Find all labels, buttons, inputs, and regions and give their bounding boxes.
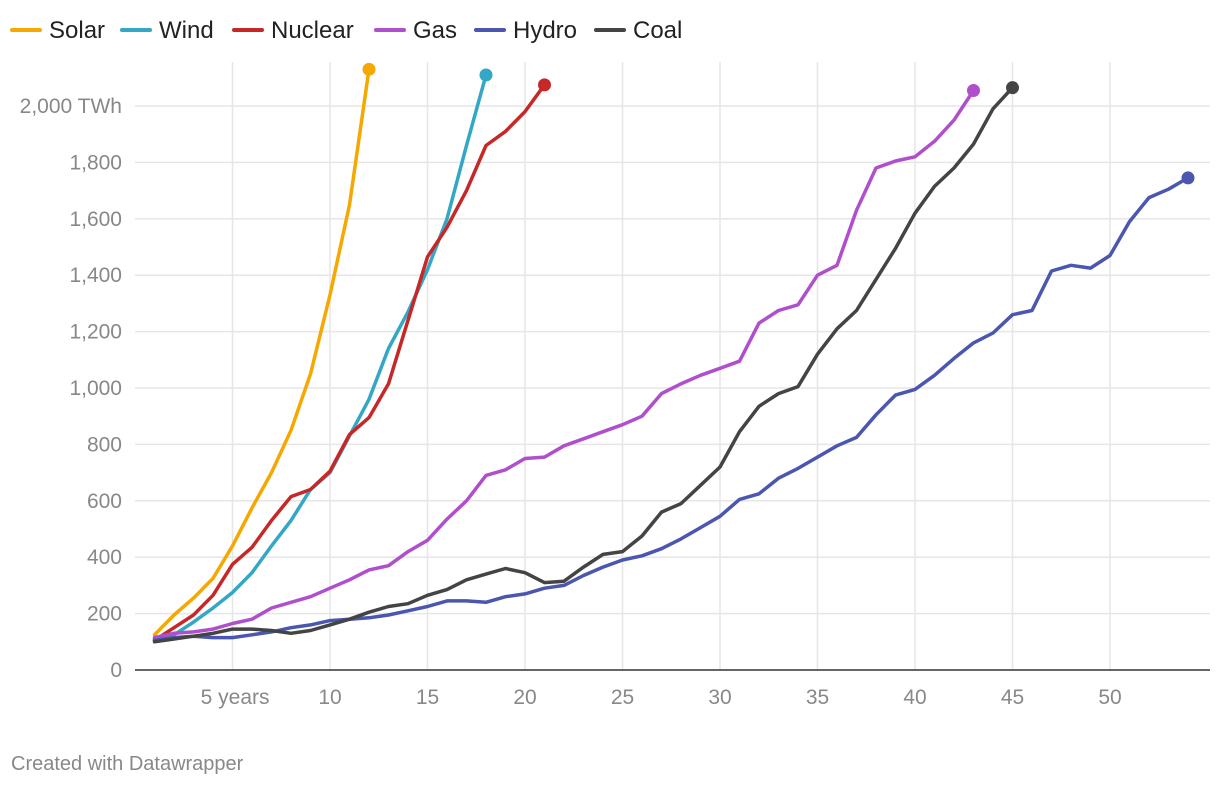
grid-lines	[135, 62, 1210, 670]
series-endpoint-hydro	[1181, 171, 1195, 185]
y-tick-label-1800: 1,800	[69, 151, 122, 174]
legend-item-solar: Solar	[10, 17, 105, 44]
legend-label-hydro: Hydro	[513, 17, 577, 44]
y-tick-label-400: 400	[87, 546, 122, 569]
x-tick-label-25: 25	[611, 686, 634, 709]
series-line-wind	[152, 73, 488, 641]
y-tick-label-1400: 1,400	[69, 264, 122, 287]
legend-label-nuclear: Nuclear	[271, 17, 354, 44]
y-axis-tick-labels: 0 200 400 600 800 1,000 1,200 1,400 1,600 1,800 2,…	[20, 95, 122, 682]
legend-label-gas: Gas	[413, 17, 457, 44]
y-tick-label-1000: 1,000	[69, 377, 122, 400]
y-tick-label-200: 200	[87, 603, 122, 626]
series-line-hydro	[152, 176, 1190, 643]
legend-item-gas: Gas	[374, 17, 457, 44]
x-tick-label-50: 50	[1098, 686, 1121, 709]
series-endpoint-gas	[967, 83, 980, 97]
datawrapper-credit: Created with Datawrapper	[11, 753, 244, 775]
x-tick-label-35: 35	[806, 686, 829, 709]
series-line-coal	[152, 85, 1015, 644]
series-endpoint-coal	[1006, 81, 1019, 95]
legend-label-coal: Coal	[633, 17, 682, 44]
x-tick-label-15: 15	[416, 686, 439, 709]
series-endpoint-wind	[479, 68, 493, 82]
y-tick-label-600: 600	[87, 490, 122, 513]
x-tick-label-10: 10	[318, 686, 341, 709]
legend-item-coal: Coal	[594, 17, 682, 44]
y-tick-label-2000: 2,000 TWh	[20, 95, 122, 118]
series-line-gas	[152, 88, 976, 640]
legend-label-solar: Solar	[49, 17, 105, 44]
series-line-nuclear	[152, 83, 547, 643]
x-tick-label-5: 5 years	[201, 686, 270, 709]
series-endpoints	[362, 62, 1195, 185]
series-endpoint-nuclear	[538, 78, 551, 92]
series-lines	[152, 67, 1190, 644]
legend-item-wind: Wind	[120, 17, 214, 44]
legend-label-wind: Wind	[159, 17, 214, 44]
legend: Solar Wind Nuclear Gas Hydro Coal	[10, 17, 682, 44]
y-tick-label-0: 0	[110, 659, 122, 682]
series-line-solar	[152, 67, 371, 637]
x-tick-label-20: 20	[513, 686, 536, 709]
x-tick-label-45: 45	[1001, 686, 1024, 709]
series-endpoint-solar	[362, 62, 376, 76]
y-tick-label-800: 800	[87, 433, 122, 456]
legend-item-hydro: Hydro	[474, 17, 577, 44]
x-tick-label-40: 40	[903, 686, 926, 709]
y-tick-label-1200: 1,200	[69, 321, 122, 344]
x-axis-tick-labels: 5 years 10 15 20 25 30 35 40 45 50	[201, 686, 1122, 709]
legend-item-nuclear: Nuclear	[232, 17, 354, 44]
y-tick-label-1600: 1,600	[69, 208, 122, 231]
x-tick-label-30: 30	[708, 686, 731, 709]
